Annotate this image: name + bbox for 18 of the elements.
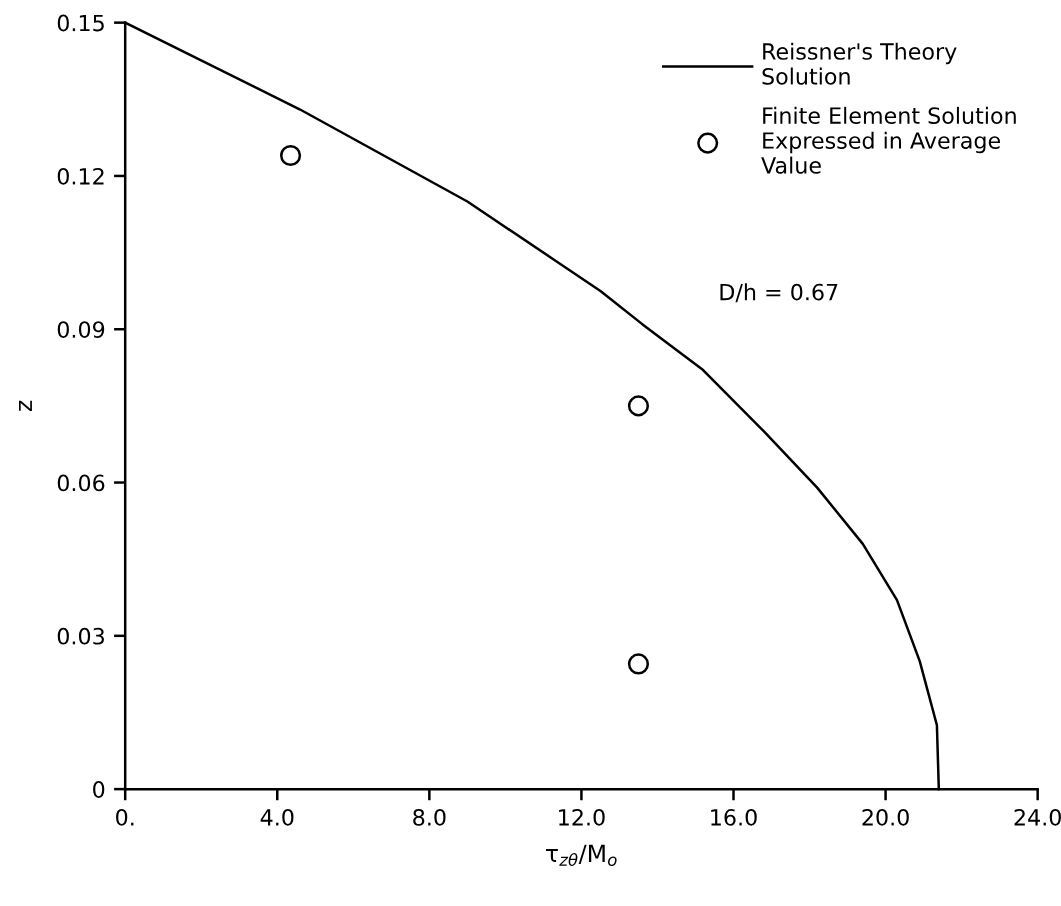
x-tick-label: 8.0: [413, 808, 446, 826]
x-tick-label: 0.: [116, 808, 134, 826]
legend-label: Reissner's Theory Solution: [762, 42, 957, 85]
legend-label: Finite Element Solution Expressed in Average Value: [761, 106, 1016, 174]
y-tick-label: 0.03: [57, 627, 104, 645]
y-tick-label: 0.06: [57, 474, 105, 492]
x-tick-label: 16.0: [711, 808, 757, 826]
annotation: D/h = 0.67: [720, 283, 838, 303]
x-axis-title: τ$_{zθ}$/M$_{o}$: [545, 844, 617, 866]
y-tick-label: 0.12: [57, 167, 104, 185]
x-tick-label: 12.0: [559, 808, 605, 826]
y-tick-label: 0.09: [57, 321, 105, 338]
y-axis-title: z: [19, 400, 32, 412]
y-tick-label: 0.15: [57, 14, 104, 32]
x-tick-label: 20.0: [862, 808, 909, 826]
x-tick-label: 4.0: [260, 808, 294, 826]
y-tick-label: 0: [93, 781, 105, 798]
x-tick-label: 24.0: [1014, 808, 1061, 826]
